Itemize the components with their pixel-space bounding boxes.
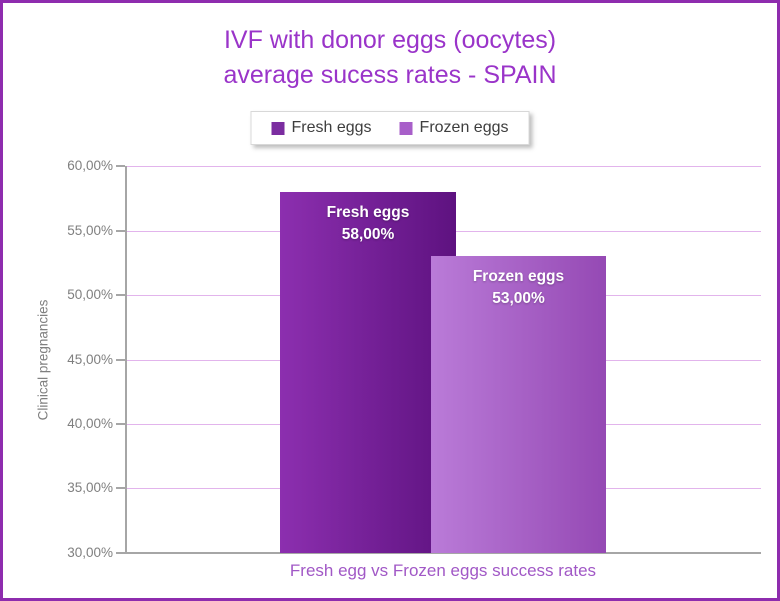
chart-title-line2: average sucess rates - SPAIN bbox=[223, 61, 557, 89]
bar-label-frozen-eggs: Frozen eggs 53,00% bbox=[431, 266, 606, 310]
x-axis-line bbox=[124, 552, 761, 554]
legend: Fresh eggs Frozen eggs bbox=[250, 111, 530, 145]
y-tick-mark bbox=[116, 165, 125, 167]
y-tick-label: 45,00% bbox=[67, 351, 113, 367]
legend-label-fresh-eggs: Fresh eggs bbox=[291, 119, 372, 136]
fresh-eggs-swatch-icon bbox=[271, 121, 285, 135]
y-tick-label: 60,00% bbox=[67, 158, 113, 173]
legend-item-frozen-eggs: Frozen eggs bbox=[399, 119, 509, 137]
bar-label-fresh-eggs: Fresh eggs 58,00% bbox=[280, 202, 456, 246]
y-tick-mark bbox=[116, 358, 125, 361]
y-tick-label: 50,00% bbox=[67, 286, 113, 302]
y-tick-mark bbox=[116, 487, 125, 490]
frozen-eggs-swatch-icon bbox=[399, 121, 413, 135]
y-axis-line bbox=[125, 166, 127, 553]
y-tick-label: 30,00% bbox=[67, 545, 113, 560]
y-tick-mark bbox=[116, 229, 125, 232]
chart-title-line1: IVF with donor eggs (oocytes) bbox=[223, 26, 557, 54]
bar-label-fresh-eggs-name: Fresh eggs bbox=[326, 203, 410, 221]
gridline bbox=[125, 166, 761, 167]
y-tick-mark bbox=[116, 293, 125, 296]
legend-label-frozen-eggs: Frozen eggs bbox=[419, 119, 509, 136]
bar-label-frozen-eggs-value: 53,00% bbox=[492, 290, 545, 308]
y-tick-label: 55,00% bbox=[67, 222, 113, 238]
chart-title: IVF with donor eggs (oocytes) average su… bbox=[3, 23, 777, 93]
bar-frozen-eggs: Frozen eggs 53,00% bbox=[431, 256, 606, 553]
y-tick-mark bbox=[116, 552, 125, 554]
y-tick-label: 40,00% bbox=[67, 416, 113, 431]
bar-label-frozen-eggs-name: Frozen eggs bbox=[472, 268, 565, 286]
legend-item-fresh-eggs: Fresh eggs bbox=[271, 119, 372, 137]
bar-label-fresh-eggs-value: 58,00% bbox=[341, 225, 395, 243]
y-tick-mark bbox=[116, 423, 125, 425]
x-axis-label: Fresh egg vs Frozen eggs success rates bbox=[289, 561, 597, 580]
bar-fresh-eggs: Fresh eggs 58,00% bbox=[280, 191, 456, 553]
plot-area: Fresh eggs 58,00% Frozen eggs 53,00% 60,… bbox=[67, 158, 761, 560]
y-tick-label: 35,00% bbox=[67, 480, 113, 496]
